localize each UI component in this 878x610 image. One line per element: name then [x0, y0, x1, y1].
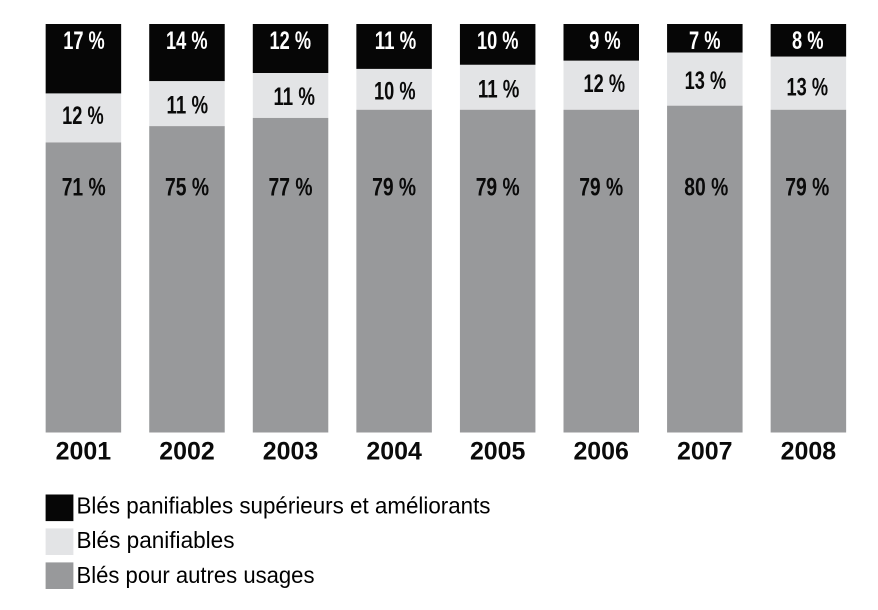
svg-text:11 %: 11 % [478, 75, 520, 103]
svg-text:2006: 2006 [573, 437, 629, 465]
svg-text:2003: 2003 [263, 437, 319, 465]
svg-text:10 %: 10 % [477, 27, 519, 55]
svg-text:11 %: 11 % [167, 91, 209, 119]
svg-text:14 %: 14 % [166, 27, 208, 55]
svg-text:77 %: 77 % [269, 173, 313, 201]
svg-text:2007: 2007 [677, 437, 733, 465]
svg-text:79 %: 79 % [476, 173, 520, 201]
svg-text:Blés pour autres usages: Blés pour autres usages [77, 562, 315, 588]
svg-text:12 %: 12 % [62, 102, 104, 130]
svg-text:11 %: 11 % [273, 83, 315, 111]
svg-text:13 %: 13 % [787, 74, 829, 102]
svg-text:12 %: 12 % [270, 27, 312, 55]
svg-text:79 %: 79 % [372, 173, 416, 201]
svg-text:2002: 2002 [159, 437, 215, 465]
svg-text:9 %: 9 % [589, 27, 621, 55]
svg-text:71 %: 71 % [62, 173, 106, 201]
svg-text:8 %: 8 % [792, 27, 824, 55]
svg-text:11 %: 11 % [375, 27, 417, 55]
svg-text:2008: 2008 [781, 437, 837, 465]
svg-text:12 %: 12 % [584, 70, 626, 98]
svg-text:7 %: 7 % [689, 27, 721, 55]
svg-text:2005: 2005 [470, 437, 526, 465]
svg-text:13 %: 13 % [685, 67, 727, 95]
svg-text:Blés panifiables: Blés panifiables [77, 527, 235, 553]
svg-text:75 %: 75 % [165, 173, 209, 201]
svg-text:17 %: 17 % [63, 27, 105, 55]
svg-text:79 %: 79 % [785, 173, 829, 201]
svg-text:10 %: 10 % [374, 78, 416, 106]
svg-text:2001: 2001 [56, 437, 112, 465]
svg-text:79 %: 79 % [579, 173, 623, 201]
svg-text:2004: 2004 [366, 437, 422, 465]
svg-text:80 %: 80 % [684, 173, 728, 201]
svg-text:Blés panifiables supérieurs et: Blés panifiables supérieurs et amélioran… [77, 492, 491, 518]
